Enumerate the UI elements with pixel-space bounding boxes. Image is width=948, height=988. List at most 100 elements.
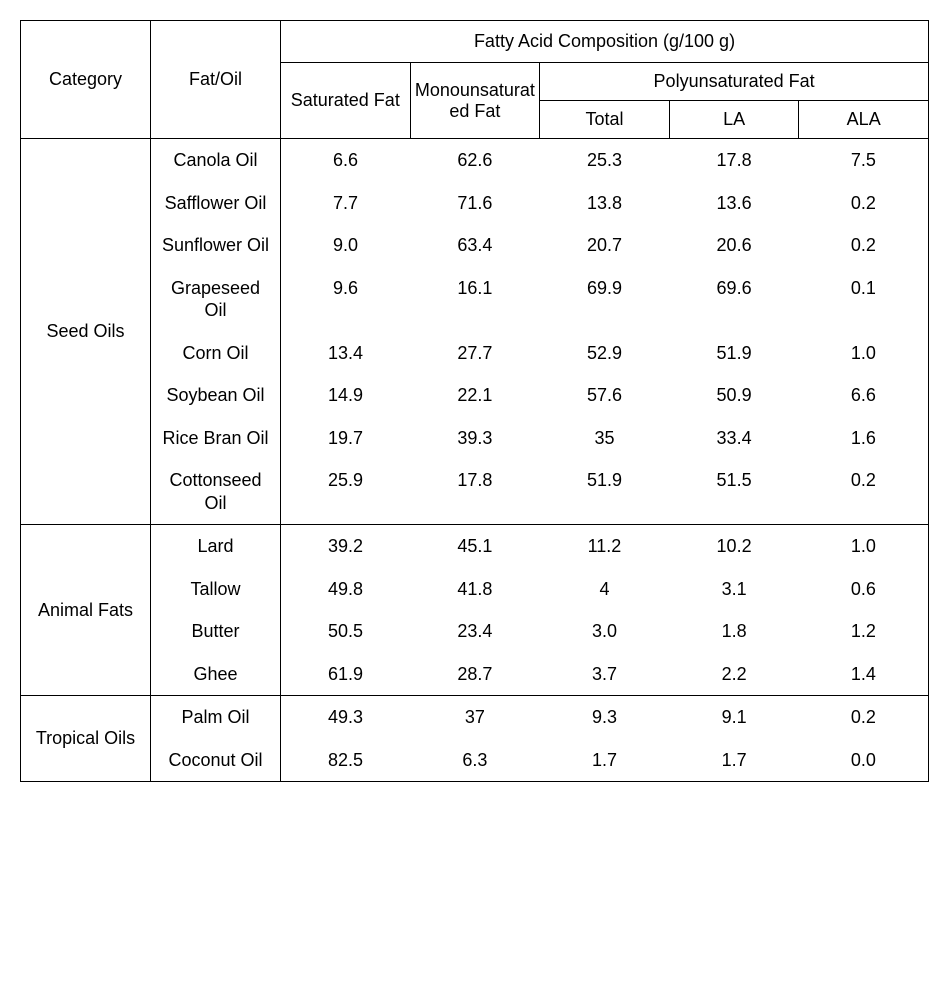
value-cell-total: 57.6 bbox=[540, 374, 670, 417]
category-cell: Tropical Oils bbox=[21, 696, 151, 782]
fat-oil-name: Butter bbox=[151, 610, 281, 653]
header-poly-ala: ALA bbox=[799, 101, 929, 139]
table-row: Seed OilsCanola Oil6.662.625.317.87.5 bbox=[21, 139, 929, 182]
value-cell-sat: 9.0 bbox=[281, 224, 411, 267]
value-cell-la: 9.1 bbox=[669, 696, 799, 739]
value-cell-la: 3.1 bbox=[669, 568, 799, 611]
header-poly-total: Total bbox=[540, 101, 670, 139]
value-cell-total: 11.2 bbox=[540, 525, 670, 568]
header-composition: Fatty Acid Composition (g/100 g) bbox=[281, 21, 929, 63]
table-row: Corn Oil13.427.752.951.91.0 bbox=[21, 332, 929, 375]
fat-oil-name: Palm Oil bbox=[151, 696, 281, 739]
value-cell-total: 69.9 bbox=[540, 267, 670, 332]
table-row: Coconut Oil82.56.31.71.70.0 bbox=[21, 739, 929, 782]
value-cell-sat: 50.5 bbox=[281, 610, 411, 653]
value-cell-la: 17.8 bbox=[669, 139, 799, 182]
header-saturated: Saturated Fat bbox=[281, 63, 411, 139]
value-cell-la: 33.4 bbox=[669, 417, 799, 460]
category-cell: Animal Fats bbox=[21, 525, 151, 696]
table-row: Cottonseed Oil25.917.851.951.50.2 bbox=[21, 459, 929, 525]
value-cell-total: 1.7 bbox=[540, 739, 670, 782]
value-cell-la: 50.9 bbox=[669, 374, 799, 417]
value-cell-ala: 0.1 bbox=[799, 267, 929, 332]
value-cell-total: 20.7 bbox=[540, 224, 670, 267]
value-cell-mono: 39.3 bbox=[410, 417, 540, 460]
table-row: Rice Bran Oil19.739.33533.41.6 bbox=[21, 417, 929, 460]
table-row: Tallow49.841.843.10.6 bbox=[21, 568, 929, 611]
value-cell-sat: 9.6 bbox=[281, 267, 411, 332]
table-row: Safflower Oil7.771.613.813.60.2 bbox=[21, 182, 929, 225]
value-cell-mono: 22.1 bbox=[410, 374, 540, 417]
header-category: Category bbox=[21, 21, 151, 139]
header-fat-oil: Fat/Oil bbox=[151, 21, 281, 139]
table-row: Grapeseed Oil9.616.169.969.60.1 bbox=[21, 267, 929, 332]
value-cell-la: 1.8 bbox=[669, 610, 799, 653]
value-cell-mono: 62.6 bbox=[410, 139, 540, 182]
value-cell-sat: 82.5 bbox=[281, 739, 411, 782]
value-cell-total: 51.9 bbox=[540, 459, 670, 525]
value-cell-ala: 1.4 bbox=[799, 653, 929, 696]
fatty-acid-table: Category Fat/Oil Fatty Acid Composition … bbox=[20, 20, 929, 782]
value-cell-total: 52.9 bbox=[540, 332, 670, 375]
value-cell-sat: 14.9 bbox=[281, 374, 411, 417]
value-cell-mono: 17.8 bbox=[410, 459, 540, 525]
value-cell-la: 20.6 bbox=[669, 224, 799, 267]
header-polyunsaturated: Polyunsaturated Fat bbox=[540, 63, 929, 101]
value-cell-ala: 6.6 bbox=[799, 374, 929, 417]
fat-oil-name: Canola Oil bbox=[151, 139, 281, 182]
table-row: Animal FatsLard39.245.111.210.21.0 bbox=[21, 525, 929, 568]
table-header: Category Fat/Oil Fatty Acid Composition … bbox=[21, 21, 929, 139]
value-cell-la: 10.2 bbox=[669, 525, 799, 568]
table-row: Tropical OilsPalm Oil49.3379.39.10.2 bbox=[21, 696, 929, 739]
fat-oil-name: Cottonseed Oil bbox=[151, 459, 281, 525]
value-cell-ala: 0.0 bbox=[799, 739, 929, 782]
value-cell-ala: 1.6 bbox=[799, 417, 929, 460]
value-cell-la: 69.6 bbox=[669, 267, 799, 332]
fat-oil-name: Ghee bbox=[151, 653, 281, 696]
value-cell-mono: 37 bbox=[410, 696, 540, 739]
value-cell-total: 3.7 bbox=[540, 653, 670, 696]
value-cell-ala: 1.2 bbox=[799, 610, 929, 653]
value-cell-sat: 7.7 bbox=[281, 182, 411, 225]
value-cell-sat: 49.3 bbox=[281, 696, 411, 739]
value-cell-sat: 25.9 bbox=[281, 459, 411, 525]
value-cell-mono: 63.4 bbox=[410, 224, 540, 267]
table-row: Sunflower Oil9.063.420.720.60.2 bbox=[21, 224, 929, 267]
value-cell-ala: 0.2 bbox=[799, 459, 929, 525]
value-cell-mono: 45.1 bbox=[410, 525, 540, 568]
value-cell-sat: 49.8 bbox=[281, 568, 411, 611]
value-cell-sat: 61.9 bbox=[281, 653, 411, 696]
table-row: Butter50.523.43.01.81.2 bbox=[21, 610, 929, 653]
fat-oil-name: Corn Oil bbox=[151, 332, 281, 375]
value-cell-total: 25.3 bbox=[540, 139, 670, 182]
fat-oil-name: Tallow bbox=[151, 568, 281, 611]
value-cell-mono: 6.3 bbox=[410, 739, 540, 782]
value-cell-la: 51.9 bbox=[669, 332, 799, 375]
header-monounsaturated: Monounsaturated Fat bbox=[410, 63, 540, 139]
value-cell-mono: 28.7 bbox=[410, 653, 540, 696]
fat-oil-name: Sunflower Oil bbox=[151, 224, 281, 267]
value-cell-mono: 16.1 bbox=[410, 267, 540, 332]
value-cell-sat: 39.2 bbox=[281, 525, 411, 568]
table-row: Soybean Oil14.922.157.650.96.6 bbox=[21, 374, 929, 417]
value-cell-ala: 7.5 bbox=[799, 139, 929, 182]
value-cell-ala: 0.2 bbox=[799, 224, 929, 267]
value-cell-ala: 0.2 bbox=[799, 696, 929, 739]
value-cell-total: 35 bbox=[540, 417, 670, 460]
value-cell-la: 51.5 bbox=[669, 459, 799, 525]
value-cell-total: 3.0 bbox=[540, 610, 670, 653]
value-cell-sat: 19.7 bbox=[281, 417, 411, 460]
header-poly-la: LA bbox=[669, 101, 799, 139]
value-cell-ala: 0.2 bbox=[799, 182, 929, 225]
value-cell-sat: 13.4 bbox=[281, 332, 411, 375]
fat-oil-name: Safflower Oil bbox=[151, 182, 281, 225]
value-cell-sat: 6.6 bbox=[281, 139, 411, 182]
value-cell-la: 2.2 bbox=[669, 653, 799, 696]
value-cell-total: 9.3 bbox=[540, 696, 670, 739]
fat-oil-name: Coconut Oil bbox=[151, 739, 281, 782]
value-cell-mono: 71.6 bbox=[410, 182, 540, 225]
fat-oil-name: Grapeseed Oil bbox=[151, 267, 281, 332]
fat-oil-name: Lard bbox=[151, 525, 281, 568]
table-body: Seed OilsCanola Oil6.662.625.317.87.5Saf… bbox=[21, 139, 929, 782]
value-cell-ala: 1.0 bbox=[799, 525, 929, 568]
